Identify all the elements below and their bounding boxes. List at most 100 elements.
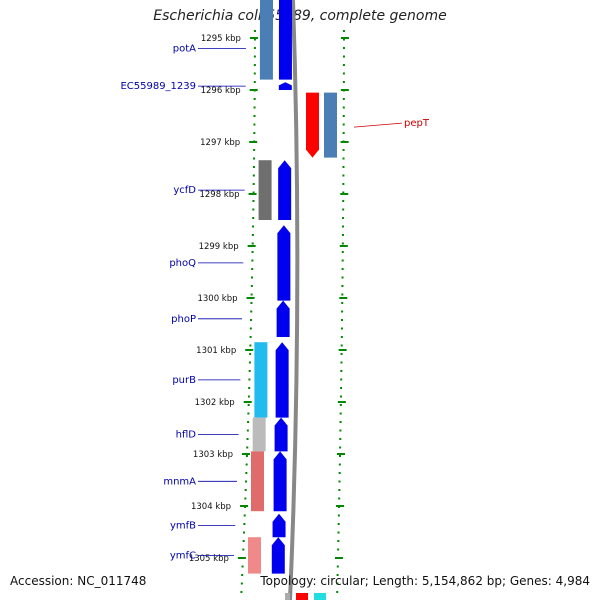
ring-dot bbox=[340, 387, 343, 389]
ring-dot bbox=[337, 548, 340, 551]
ring-dot bbox=[253, 115, 256, 117]
tick-mark bbox=[237, 557, 246, 559]
gene-mnmA[interactable] bbox=[250, 451, 287, 512]
gene-arrow[interactable] bbox=[276, 300, 290, 337]
tick-mark bbox=[340, 193, 349, 195]
tick-label: 1299 kbp bbox=[199, 242, 239, 252]
gene-hflD[interactable] bbox=[252, 417, 288, 452]
gene-phoP[interactable] bbox=[276, 300, 290, 337]
ring-dot bbox=[253, 149, 256, 151]
ring-dot bbox=[251, 259, 254, 262]
ring-dot bbox=[342, 98, 345, 100]
ring-dot bbox=[250, 310, 253, 313]
ring-dot bbox=[248, 378, 251, 381]
gene-label[interactable]: phoQ bbox=[169, 258, 196, 269]
tick-mark bbox=[248, 193, 257, 195]
ring-dot bbox=[252, 166, 255, 168]
cog-bar bbox=[258, 160, 272, 220]
gene-label[interactable]: hflD bbox=[176, 430, 197, 441]
gene-label[interactable]: EC55989_1239 bbox=[120, 81, 196, 92]
gene-label[interactable]: ymfB bbox=[170, 521, 196, 532]
gene-arrow[interactable] bbox=[306, 92, 319, 158]
gene-arrow[interactable] bbox=[275, 342, 289, 418]
ring-dot bbox=[342, 132, 345, 134]
tick-mark bbox=[336, 505, 345, 507]
ring-dot bbox=[337, 523, 340, 525]
gene-ycfD[interactable] bbox=[258, 160, 292, 220]
ring-dot bbox=[248, 370, 251, 372]
gene-label[interactable]: ycfD bbox=[173, 185, 196, 196]
gene-phoQ[interactable] bbox=[277, 225, 291, 301]
gene-potA[interactable] bbox=[259, 17, 292, 80]
gene-pepT[interactable] bbox=[306, 92, 337, 158]
ring-dot bbox=[342, 123, 345, 126]
gene-purB[interactable] bbox=[254, 342, 289, 418]
ring-dot bbox=[253, 38, 256, 41]
ring-dot bbox=[249, 353, 252, 355]
gene-label[interactable]: purB bbox=[172, 375, 196, 386]
gene-arrow[interactable] bbox=[278, 160, 292, 220]
ring-dot bbox=[339, 404, 342, 406]
ring-dot bbox=[245, 455, 248, 457]
ring-dot bbox=[250, 293, 253, 296]
ring-dot bbox=[253, 123, 256, 126]
ring-dot bbox=[341, 251, 344, 253]
ring-dot bbox=[246, 429, 249, 432]
ring-dot bbox=[342, 55, 345, 58]
gene-arrow bbox=[296, 593, 308, 600]
tick-label: 1298 kbp bbox=[199, 190, 239, 200]
tick-mark bbox=[340, 141, 349, 143]
gene-ymfC[interactable] bbox=[248, 537, 285, 574]
tick-mark bbox=[339, 245, 348, 247]
ring-dot bbox=[337, 531, 340, 534]
ring-dot bbox=[342, 225, 345, 228]
gene-EC55989_1239[interactable] bbox=[278, 82, 292, 90]
ring-dot bbox=[340, 344, 343, 347]
ring-dot bbox=[338, 463, 341, 466]
gene-label[interactable]: pepT bbox=[404, 118, 430, 129]
ring-dot bbox=[340, 378, 343, 381]
tick-mark bbox=[249, 89, 258, 91]
ring-dot bbox=[243, 514, 246, 517]
ring-dot bbox=[341, 310, 344, 313]
ring-dot bbox=[342, 200, 345, 202]
ring-dot bbox=[342, 81, 345, 83]
ring-dot bbox=[250, 319, 253, 321]
ring-dot bbox=[253, 47, 256, 49]
ring-dot bbox=[342, 191, 345, 194]
ring-dot bbox=[251, 251, 254, 253]
ring-dot bbox=[342, 157, 345, 160]
ring-dot bbox=[339, 421, 342, 423]
tick-mark bbox=[336, 453, 345, 455]
cog-bar bbox=[259, 17, 273, 80]
ring-dot bbox=[241, 565, 244, 568]
gene-arrow[interactable] bbox=[277, 225, 291, 301]
genes bbox=[248, 0, 337, 600]
gene-label[interactable]: potA bbox=[173, 43, 196, 54]
cog-bar bbox=[324, 92, 337, 158]
gene-ymfB[interactable] bbox=[272, 513, 286, 538]
ring-dot bbox=[341, 293, 344, 296]
ring-dot bbox=[252, 225, 255, 228]
gene-arrow[interactable] bbox=[278, 17, 292, 80]
gene-arrow[interactable] bbox=[278, 82, 292, 90]
gene-arrow[interactable] bbox=[274, 417, 288, 452]
ring-dot bbox=[253, 98, 256, 100]
cog-bar bbox=[252, 417, 266, 452]
gene-label[interactable]: phoP bbox=[171, 314, 196, 325]
ring-dot bbox=[342, 38, 345, 41]
summary-text: Topology: circular; Length: 5,154,862 bp… bbox=[260, 574, 590, 588]
gene-label[interactable]: mnmA bbox=[163, 476, 196, 487]
gene-arrow[interactable] bbox=[271, 537, 285, 574]
ring-dot bbox=[341, 234, 344, 236]
gene-label[interactable]: ymfC bbox=[170, 550, 196, 561]
ring-dot bbox=[340, 361, 343, 364]
ring-dot bbox=[336, 582, 339, 585]
ring-dot bbox=[338, 480, 341, 483]
gene-arrow[interactable] bbox=[272, 513, 286, 538]
ring-dot bbox=[248, 387, 251, 389]
ring-dot bbox=[242, 540, 245, 542]
gene-arrow[interactable] bbox=[273, 451, 287, 512]
ring-dot bbox=[251, 234, 254, 236]
